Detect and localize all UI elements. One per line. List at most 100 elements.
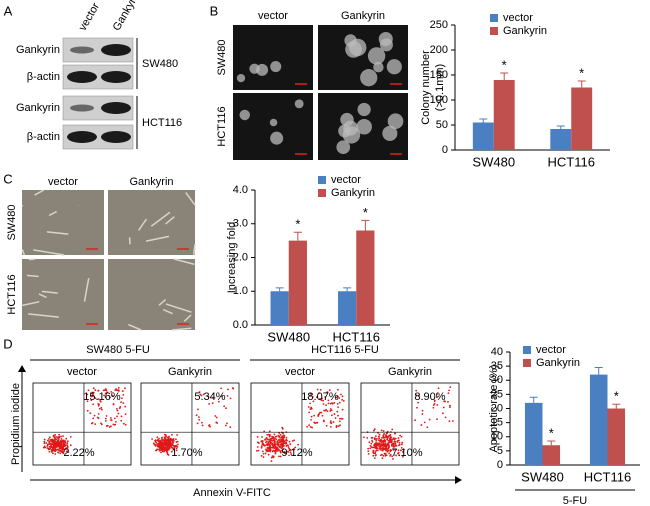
bar	[338, 291, 357, 325]
event-dot	[55, 441, 58, 443]
event-dot	[197, 408, 199, 411]
event-dot	[53, 448, 56, 451]
event-dot	[403, 448, 405, 451]
event-dot	[418, 394, 420, 397]
event-dot	[277, 448, 280, 451]
event-dot	[329, 410, 332, 412]
y-tick-label: 0	[442, 144, 448, 156]
event-dot	[313, 414, 316, 417]
event-dot	[113, 423, 116, 426]
event-dot	[273, 433, 276, 436]
legend-swatch	[490, 14, 498, 22]
event-dot	[276, 441, 278, 443]
event-dot	[447, 392, 450, 395]
event-dot	[341, 395, 344, 398]
event-dot	[268, 447, 270, 450]
image-row-label: HCT116	[216, 106, 228, 146]
y-tick-label: 10	[491, 431, 503, 443]
event-dot	[381, 449, 384, 452]
event-dot	[108, 426, 111, 428]
group-label: HCT116 5-FU	[311, 344, 379, 356]
y-tick-label: 30	[491, 374, 503, 386]
event-dot	[381, 453, 383, 456]
bar	[493, 80, 515, 150]
arrow-head	[455, 476, 462, 484]
event-dot	[390, 440, 393, 443]
flow-plot	[140, 382, 240, 466]
event-dot	[54, 434, 57, 436]
colony	[387, 113, 404, 130]
event-dot	[279, 455, 282, 458]
event-dot	[436, 404, 439, 406]
event-dot	[319, 411, 321, 414]
event-dot	[172, 439, 175, 442]
event-dot	[382, 439, 385, 442]
event-dot	[155, 449, 157, 452]
event-dot	[54, 438, 56, 441]
event-dot	[391, 455, 394, 458]
event-dot	[120, 419, 123, 422]
event-dot	[393, 440, 396, 443]
event-dot	[69, 435, 72, 438]
event-dot	[262, 452, 265, 455]
event-dot	[110, 419, 112, 421]
significance: *	[614, 389, 619, 404]
event-dot	[104, 417, 107, 420]
event-dot	[292, 448, 294, 451]
event-dot	[374, 451, 377, 453]
quadrant-percent: 1.70%	[171, 447, 202, 459]
event-dot	[310, 418, 312, 421]
event-dot	[373, 457, 376, 460]
event-dot	[160, 449, 162, 451]
event-dot	[397, 452, 399, 455]
event-dot	[165, 434, 167, 437]
event-dot	[166, 449, 169, 452]
event-dot	[330, 409, 333, 412]
event-dot	[329, 407, 332, 410]
bar	[356, 230, 375, 325]
event-dot	[158, 437, 160, 440]
image-column-label: Gankyrin	[129, 176, 173, 188]
event-dot	[323, 409, 326, 412]
event-dot	[331, 402, 334, 405]
event-dot	[444, 416, 447, 419]
micrograph	[108, 190, 195, 255]
event-dot	[289, 443, 292, 445]
event-dot	[398, 441, 401, 444]
event-dot	[395, 444, 398, 447]
event-dot	[387, 447, 390, 450]
y-tick-label: 150	[430, 69, 448, 81]
event-dot	[373, 446, 375, 449]
event-dot	[60, 435, 62, 438]
y-tick-label: 100	[430, 94, 448, 106]
event-dot	[165, 440, 167, 443]
y-tick-label: 15	[491, 417, 503, 429]
event-dot	[170, 442, 172, 445]
image-row-label: SW480	[216, 39, 228, 75]
event-dot	[370, 436, 373, 439]
event-dot	[42, 446, 45, 449]
event-dot	[214, 415, 217, 417]
event-dot	[159, 443, 161, 446]
event-dot	[398, 454, 401, 457]
event-dot	[49, 436, 51, 439]
event-dot	[340, 417, 343, 420]
event-dot	[372, 454, 375, 457]
event-dot	[97, 403, 100, 405]
event-dot	[92, 417, 95, 420]
event-dot	[428, 418, 431, 421]
event-dot	[260, 455, 263, 457]
event-dot	[382, 436, 385, 439]
event-dot	[395, 454, 397, 457]
event-dot	[198, 418, 201, 421]
event-dot	[223, 405, 226, 408]
event-dot	[43, 440, 46, 443]
event-dot	[400, 446, 403, 449]
event-dot	[211, 396, 214, 399]
event-dot	[315, 396, 318, 398]
event-dot	[86, 400, 89, 403]
event-dot	[104, 396, 107, 398]
event-dot	[46, 439, 49, 442]
event-dot	[384, 434, 387, 437]
event-dot	[102, 389, 105, 392]
